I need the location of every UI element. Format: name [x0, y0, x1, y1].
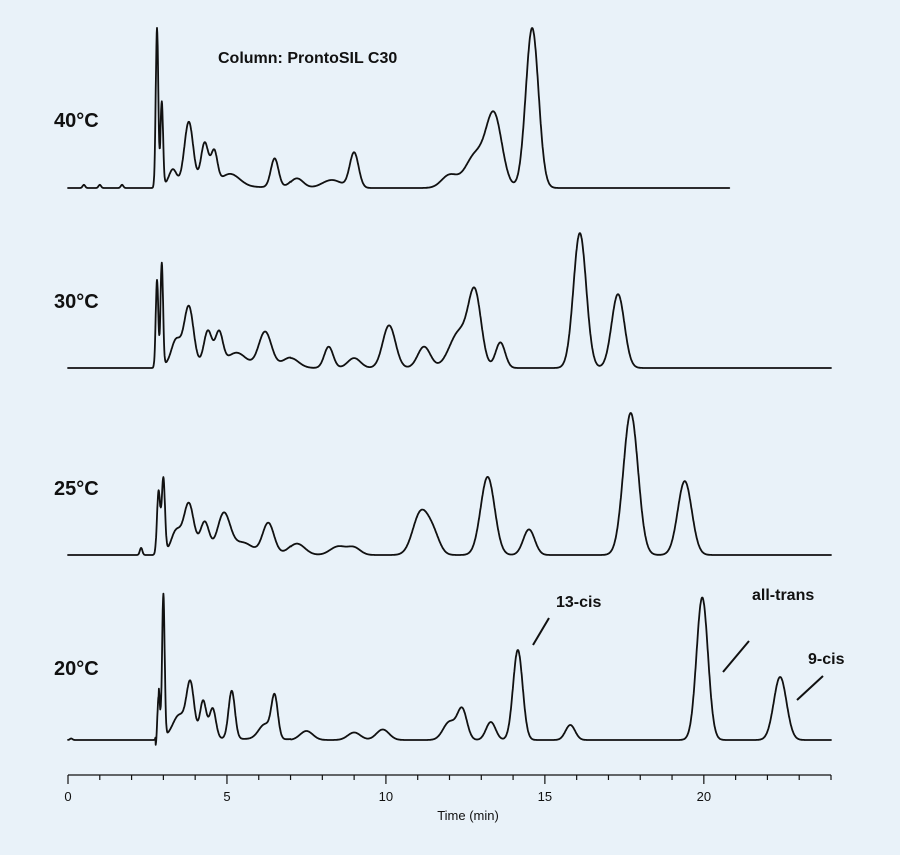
trace-labels-group: 40°C 30°C 25°C 20°C: [54, 110, 99, 680]
x-axis-title: Time (min): [437, 808, 499, 823]
temperature-label: 40°C: [54, 110, 99, 132]
annotation-pointer: [532, 617, 550, 646]
x-tick-label: 0: [64, 789, 71, 804]
temperature-label: 25°C: [54, 478, 99, 500]
x-tick-label: 5: [223, 789, 230, 804]
chart-title: Column: ProntoSIL C30: [218, 50, 397, 67]
peak-annotation-label: all-trans: [752, 587, 814, 604]
annotation-pointer: [722, 640, 750, 673]
peak-annotation-label: 13-cis: [556, 594, 601, 611]
annotations-group: 13-cis all-trans 9-cis: [532, 587, 845, 701]
trace-20c: [67, 592, 832, 746]
temperature-label: 20°C: [54, 658, 99, 680]
traces-group: [67, 27, 832, 746]
trace-25c: [67, 412, 832, 556]
trace-40c: [67, 27, 731, 189]
x-tick-label: 10: [379, 789, 393, 804]
x-tick-label: 15: [538, 789, 552, 804]
peak-annotation-label: 9-cis: [808, 651, 845, 668]
x-tick-label: 20: [697, 789, 711, 804]
x-axis: 0 5 10 15 20: [64, 774, 832, 804]
trace-30c: [67, 232, 832, 369]
annotation-pointer: [796, 675, 824, 701]
temperature-label: 30°C: [54, 291, 99, 313]
